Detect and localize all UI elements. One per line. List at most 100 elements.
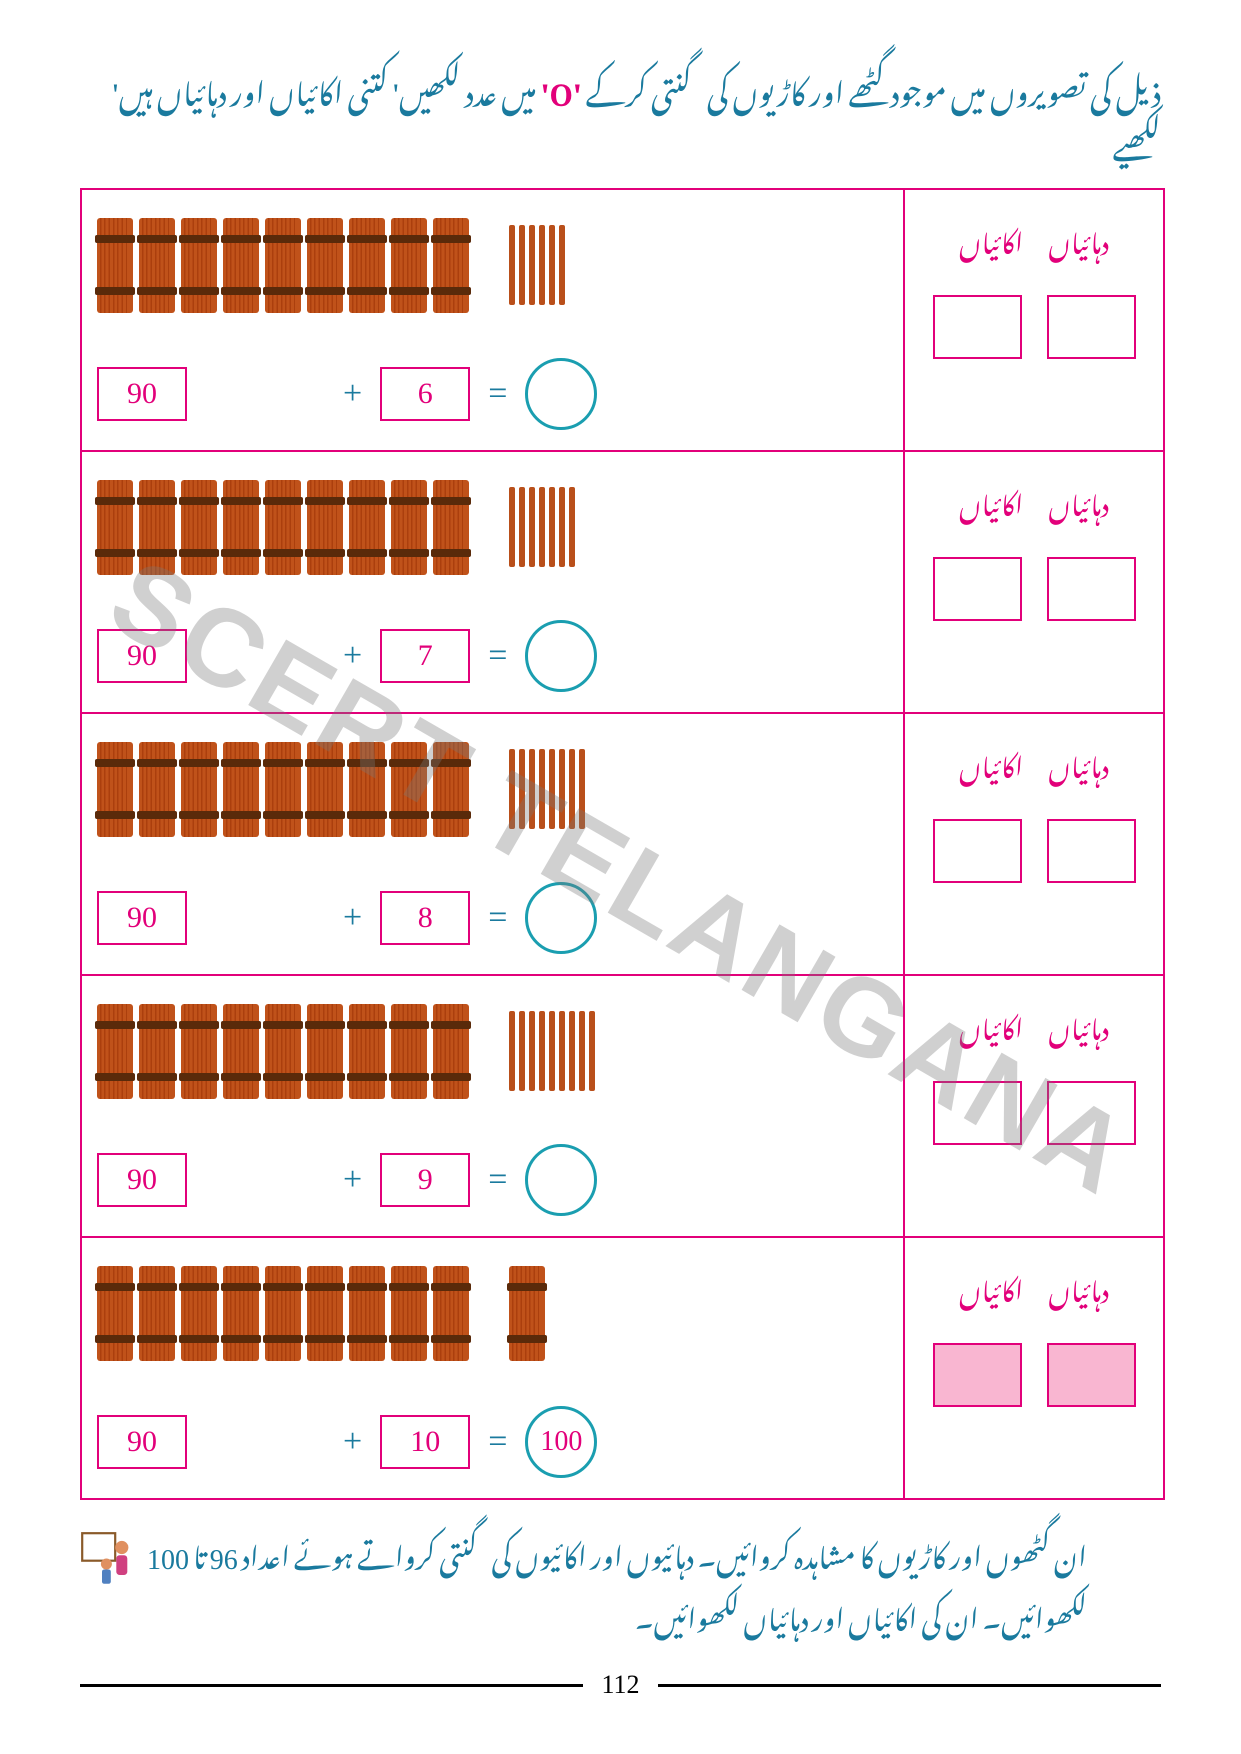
counting-pictures — [97, 1258, 888, 1368]
equation-row: 90+9= — [97, 1144, 888, 1216]
equals-sign: = — [488, 637, 507, 675]
answer-circle[interactable]: 100 — [525, 1406, 597, 1478]
equals-sign: = — [488, 1161, 507, 1199]
units-box[interactable] — [1047, 1343, 1136, 1407]
bundle-icon — [181, 218, 217, 313]
footer-l2: لکھوائیں۔ ان کی اکائیاں اور دہائیاں لکھو… — [635, 1578, 1087, 1648]
equals-sign: = — [488, 1423, 507, 1461]
loose-sticks — [509, 1011, 595, 1091]
label-tens: دہائیاں — [1049, 205, 1109, 270]
bundle-icon — [307, 1004, 343, 1099]
answer-boxes — [933, 557, 1136, 621]
equals-sign: = — [488, 375, 507, 413]
answer-circle[interactable] — [525, 882, 597, 954]
bundle-icon — [433, 480, 469, 575]
worksheet-row: اکائیاںدہائیاں90+7= — [82, 452, 1163, 714]
stick-icon — [529, 1011, 535, 1091]
teacher-note: ان گٹھوں اور کاڑیوں کا مشاہدہ کروائیں۔ د… — [80, 1525, 1161, 1640]
answer-boxes — [933, 1343, 1136, 1407]
bundle-group — [97, 480, 469, 575]
equation-row: 90+10=100 — [97, 1406, 888, 1478]
stick-icon — [509, 749, 515, 829]
answer-circle[interactable] — [525, 620, 597, 692]
answer-circle[interactable] — [525, 358, 597, 430]
stick-icon — [539, 1011, 545, 1091]
units-box[interactable] — [1047, 819, 1136, 883]
stick-icon — [519, 749, 525, 829]
tens-box[interactable] — [933, 557, 1022, 621]
worksheet-table: اکائیاںدہائیاں90+6=اکائیاںدہائیاں90+7=اک… — [80, 188, 1165, 1500]
bundle-icon — [139, 1004, 175, 1099]
bundle-icon — [265, 218, 301, 313]
bundle-icon — [391, 742, 427, 837]
footer-mid: تا — [189, 1516, 210, 1586]
bundle-icon — [391, 1004, 427, 1099]
bundle-icon — [97, 1004, 133, 1099]
bundle-icon — [139, 480, 175, 575]
worksheet-page: SCERT TELANGANA ذیل کی تصویروں میں موجود… — [0, 0, 1241, 1754]
equals-sign: = — [488, 899, 507, 937]
stick-icon — [559, 487, 565, 567]
stick-icon — [579, 749, 585, 829]
bundle-icon — [349, 1004, 385, 1099]
bundle-icon — [307, 480, 343, 575]
stick-icon — [539, 487, 545, 567]
bundle-group — [97, 1266, 469, 1361]
bundle-icon — [223, 218, 259, 313]
stick-icon — [549, 1011, 555, 1091]
bundle-icon — [223, 1004, 259, 1099]
stick-icon — [559, 225, 565, 305]
labels-row: اکائیاںدہائیاں — [959, 729, 1109, 794]
bundle-icon — [223, 1266, 259, 1361]
bundle-icon — [349, 218, 385, 313]
bundle-icon — [307, 218, 343, 313]
stick-icon — [539, 749, 545, 829]
tens-box[interactable] — [933, 1343, 1022, 1407]
bundle-icon — [349, 480, 385, 575]
instruction-o: 'O' — [541, 49, 582, 124]
bundle-icon — [509, 1266, 545, 1361]
worksheet-row: اکائیاںدہائیاں 90+8= — [82, 714, 1163, 976]
units-box[interactable] — [1047, 1081, 1136, 1145]
loose-sticks — [509, 225, 565, 305]
stick-icon — [549, 225, 555, 305]
bundle-icon — [223, 742, 259, 837]
bundle-icon — [265, 480, 301, 575]
bundle-icon — [139, 218, 175, 313]
labels-row: اکائیاںدہائیاں — [959, 205, 1109, 270]
bundle-icon — [181, 1004, 217, 1099]
label-units: اکائیاں — [959, 1253, 1023, 1318]
worksheet-row: اکائیاںدہائیاں90+10=100 — [82, 1238, 1163, 1498]
units-value-box: 9 — [380, 1153, 470, 1207]
loose-sticks — [509, 1266, 545, 1361]
equation-row: 90+7= — [97, 620, 888, 692]
counting-pictures — [97, 996, 888, 1106]
units-box[interactable] — [1047, 557, 1136, 621]
label-units: اکائیاں — [959, 467, 1023, 532]
label-tens: دہائیاں — [1049, 729, 1109, 794]
stick-icon — [569, 749, 575, 829]
bundle-group — [97, 742, 469, 837]
tens-box[interactable] — [933, 819, 1022, 883]
page-number: 112 — [593, 1670, 647, 1700]
bundle-icon — [97, 742, 133, 837]
plus-sign: + — [343, 375, 362, 413]
units-tens-cell: اکائیاںدہائیاں — [903, 714, 1163, 974]
labels-row: اکائیاںدہائیاں — [959, 1253, 1109, 1318]
stick-icon — [529, 749, 535, 829]
units-tens-cell: اکائیاں دہائیاں — [903, 452, 1163, 712]
bundle-group — [97, 218, 469, 313]
stick-icon — [549, 487, 555, 567]
answer-circle[interactable] — [525, 1144, 597, 1216]
label-tens: دہائیاں — [1049, 467, 1109, 532]
units-value-box: 6 — [380, 367, 470, 421]
stick-icon — [519, 487, 525, 567]
stick-icon — [559, 1011, 565, 1091]
units-value-box: 7 — [380, 629, 470, 683]
answer-boxes — [933, 1081, 1136, 1145]
equation-row: 90+8= — [97, 882, 888, 954]
tens-box[interactable] — [933, 1081, 1022, 1145]
bundle-icon — [139, 742, 175, 837]
tens-box[interactable] — [933, 295, 1022, 359]
units-box[interactable] — [1047, 295, 1136, 359]
